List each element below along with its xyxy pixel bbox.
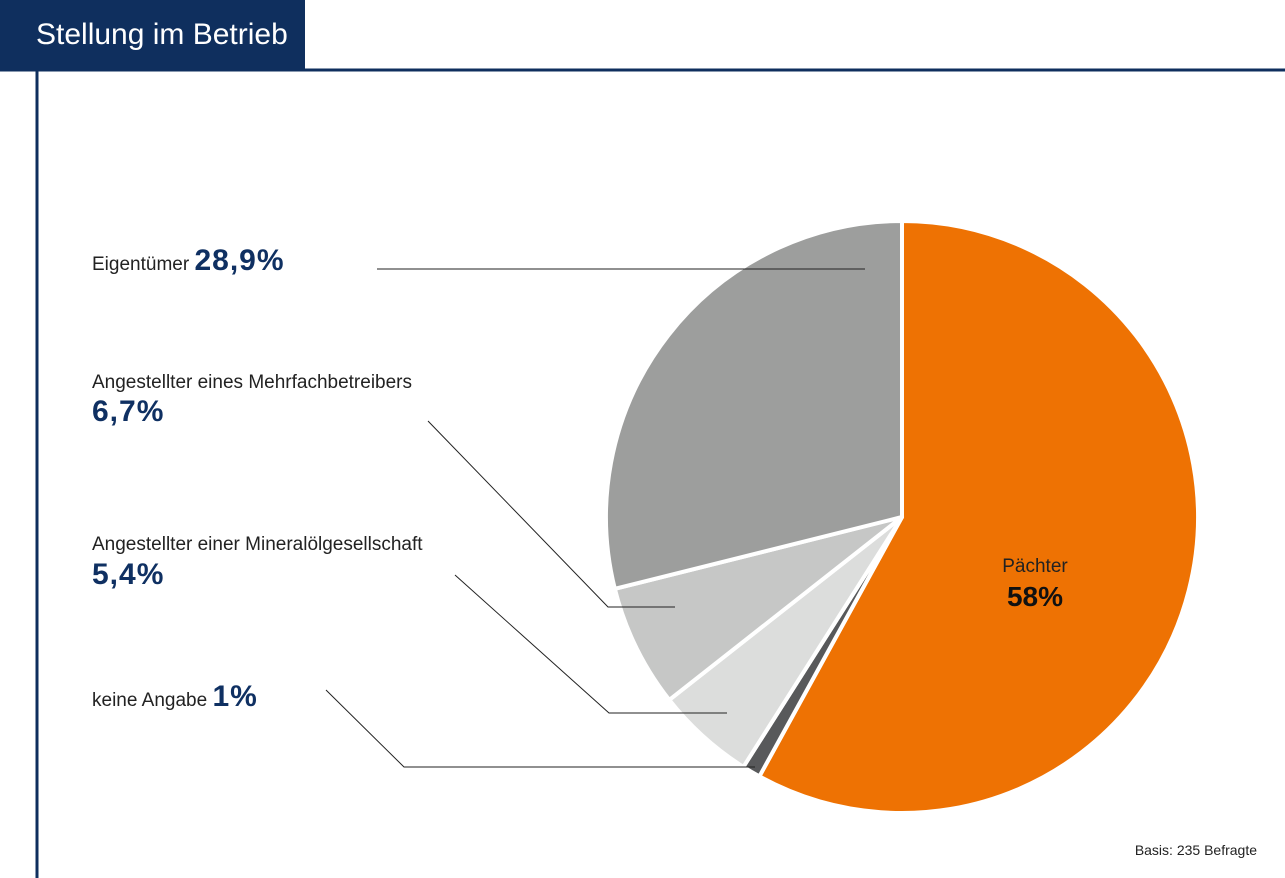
value-label: 5,4% [92,558,165,591]
value-label: 1% [212,680,258,713]
leader-line [325,689,755,768]
slice-label: keine Angabe 1% [92,682,492,715]
category-name: Angestellter eines Mehrfachbetreibers [92,372,413,393]
pie-slice [612,515,904,702]
value-label: 28,9% [194,244,285,277]
leaders [325,268,865,768]
value-label: 6,7% [92,395,165,428]
value-label: 58% [1006,581,1064,612]
pie [604,219,1200,815]
slice-label: Pächter 58% [960,552,1110,613]
chart-title: Stellung im Betrieb [0,0,305,70]
slice-label: Angestellter einer Mineralölgesellschaft… [92,530,532,591]
category-name: Angestellter einer Mineralölgesellschaft [92,534,423,555]
leader-line [427,420,675,608]
category-name: Pächter [1002,556,1068,577]
leader-line [454,574,727,714]
pie-slice [604,219,904,591]
category-name: keine Angabe [92,690,208,711]
category-name: Eigentümer [92,254,190,275]
slice-label: Eigentümer 28,9% [92,246,492,279]
note: Basis: 235 Befragte [1134,842,1257,858]
slice-label: Angestellter eines Mehrfachbetreibers 6,… [92,368,422,430]
pie-slice [757,219,1200,815]
